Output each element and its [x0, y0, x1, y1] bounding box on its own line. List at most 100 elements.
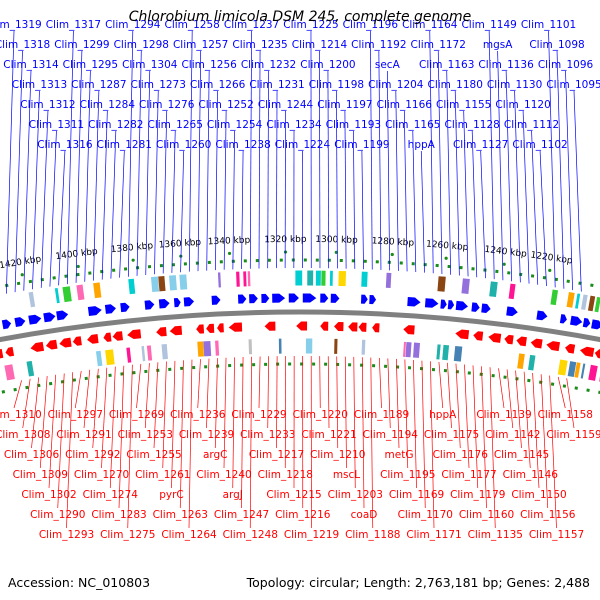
gene-leader-line	[215, 90, 218, 271]
gene-label: Clim_1313	[12, 79, 67, 91]
accession-text: Accession: NC_010803	[8, 575, 151, 590]
gene-label: Clim_1196	[343, 19, 399, 31]
gene-leader-line	[13, 380, 22, 409]
gene-label: Clim_1139	[476, 409, 531, 421]
gene-leader-line	[153, 362, 159, 449]
gene-leader-line	[22, 378, 31, 429]
reverse-gene-arrow	[516, 336, 527, 347]
gene-leader-line	[455, 363, 461, 449]
gene-leader-line	[489, 367, 496, 529]
gene-leader-line	[267, 70, 269, 269]
forward-cog-block	[179, 274, 188, 290]
gene-leader-line	[232, 130, 235, 270]
gene-label: Clim_1281	[97, 139, 152, 151]
gene-label: Clim_1314	[3, 59, 59, 71]
gene-label: Clim_1101	[521, 19, 576, 31]
reverse-gene-arrow	[45, 339, 58, 350]
gene-leader-line	[396, 358, 400, 449]
gene-label: Clim_1273	[131, 79, 186, 91]
forward-gene-arrow	[424, 298, 439, 308]
gene-leader-line	[413, 360, 417, 489]
gene-label: Clim_1150	[511, 489, 566, 501]
reverse-cog-block	[197, 341, 204, 357]
forward-cog-block	[361, 271, 368, 287]
reverse-gene-arrow	[504, 334, 514, 345]
gene-label: Clim_1269	[109, 409, 164, 421]
gene-label: mscL	[333, 469, 360, 481]
reverse-cog-block	[557, 359, 568, 376]
gene-leader-line	[446, 70, 451, 275]
gene-leader-line	[523, 371, 531, 469]
gene-leader-line	[420, 150, 425, 273]
gene-leader-line	[118, 365, 125, 509]
forward-gene-arrow	[536, 310, 548, 321]
gene-leader-line	[505, 70, 512, 282]
gene-leader-line	[58, 150, 66, 286]
reverse-gene-arrow	[169, 325, 183, 336]
gene-label: Clim_1233	[240, 429, 295, 441]
gene-leader-line	[319, 50, 321, 269]
gene-label: Clim_1217	[249, 449, 304, 461]
gene-label: Clim_1175	[424, 429, 479, 441]
gene-leader-line	[515, 370, 522, 449]
forward-cog-block	[566, 292, 575, 308]
gene-leader-line	[83, 369, 91, 429]
gene-leader-line	[480, 150, 486, 279]
gene-label: Clim_1255	[126, 449, 181, 461]
gene-leader-line	[556, 50, 565, 289]
gene-leader-line	[437, 50, 443, 274]
forward-cog-block	[315, 270, 321, 286]
gene-label: Clim_1237	[224, 19, 279, 31]
forward-cog-block	[321, 270, 326, 286]
reverse-cog-block	[436, 344, 441, 360]
reverse-gene-arrow	[546, 341, 561, 352]
gene-leader-line	[179, 360, 184, 509]
gene-label: Clim_1145	[494, 449, 549, 461]
gene-leader-line	[387, 358, 391, 429]
gene-label: Clim_1149	[461, 19, 516, 31]
reverse-gene-arrow	[565, 343, 576, 354]
gene-leader-line	[463, 110, 469, 277]
scale-tick	[502, 262, 506, 266]
gene-leader-line	[370, 30, 373, 270]
gene-label: Clim_1235	[232, 39, 287, 51]
gene-leader-line	[539, 150, 547, 287]
reverse-gene-arrow	[156, 326, 167, 337]
gene-leader-line	[497, 50, 504, 281]
scale-label: 1240 kbp	[484, 245, 528, 260]
gene-label: Clim_1163	[419, 59, 474, 71]
gene-leader-line	[378, 50, 382, 270]
forward-gene-arrow	[330, 293, 340, 303]
gene-leader-line	[57, 373, 65, 509]
gene-label: Clim_1238	[215, 139, 270, 151]
gene-label: Clim_1257	[173, 39, 228, 51]
gene-label: Clim_1165	[385, 119, 440, 131]
scale-label: 1300 kbp	[315, 235, 358, 246]
reverse-cog-block	[361, 339, 366, 355]
gene-label: Clim_1298	[114, 39, 169, 51]
reverse-gene-arrow	[87, 334, 99, 344]
gene-leader-line	[66, 372, 74, 529]
gene-leader-line	[223, 357, 227, 469]
gene-label: Clim_1270	[74, 469, 129, 481]
forward-gene-arrow	[407, 296, 421, 307]
reverse-cog-block	[527, 354, 536, 371]
forward-cog-block	[28, 291, 36, 308]
gene-label: hppA	[429, 409, 457, 421]
gene-leader-line	[110, 130, 117, 279]
reverse-cog-block	[567, 361, 577, 377]
gene-leader-line	[531, 130, 539, 285]
gene-leader-line	[145, 70, 151, 276]
gene-label: Clim_1316	[37, 139, 93, 151]
map-tracks	[0, 258, 600, 395]
reverse-cog-block	[588, 364, 598, 381]
gene-leader-line	[93, 90, 100, 281]
gene-leader-line	[206, 358, 210, 429]
gene-leader-line	[395, 90, 399, 271]
forward-cog-block	[581, 294, 588, 310]
reverse-gene-arrow	[30, 341, 45, 352]
gene-label: Clim_1160	[459, 509, 514, 521]
gene-label: Clim_1299	[54, 39, 109, 51]
reverse-gene-arrow	[72, 336, 82, 346]
